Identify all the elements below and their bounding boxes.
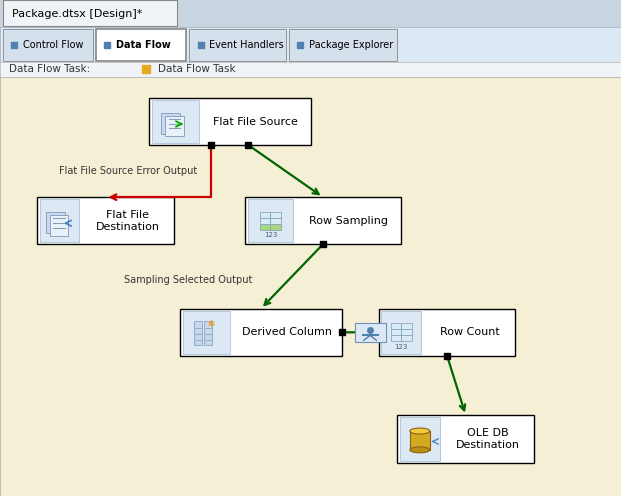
- FancyBboxPatch shape: [3, 29, 93, 61]
- FancyBboxPatch shape: [401, 335, 412, 341]
- Text: Data Flow Task:: Data Flow Task:: [9, 64, 91, 74]
- Text: OLE DB
Destination: OLE DB Destination: [456, 428, 520, 450]
- FancyBboxPatch shape: [149, 98, 310, 145]
- Text: Flat File Source Error Output: Flat File Source Error Output: [59, 166, 197, 176]
- FancyBboxPatch shape: [0, 62, 621, 77]
- Text: *: *: [207, 319, 215, 333]
- FancyBboxPatch shape: [96, 29, 186, 61]
- Text: Derived Column: Derived Column: [242, 327, 332, 337]
- FancyBboxPatch shape: [161, 113, 180, 134]
- FancyBboxPatch shape: [204, 321, 212, 345]
- FancyBboxPatch shape: [248, 199, 293, 242]
- FancyBboxPatch shape: [183, 310, 230, 354]
- FancyBboxPatch shape: [46, 212, 65, 233]
- Text: Data Flow: Data Flow: [116, 40, 171, 50]
- Text: Flat File Source: Flat File Source: [214, 117, 298, 126]
- FancyBboxPatch shape: [50, 215, 68, 236]
- FancyBboxPatch shape: [391, 329, 401, 335]
- Ellipse shape: [410, 447, 430, 453]
- Ellipse shape: [410, 428, 430, 434]
- FancyBboxPatch shape: [152, 100, 199, 143]
- FancyBboxPatch shape: [189, 29, 286, 61]
- Text: Event Handlers: Event Handlers: [209, 40, 284, 50]
- Text: Flat File
Destination: Flat File Destination: [96, 209, 160, 232]
- Text: Package.dtsx [Design]*: Package.dtsx [Design]*: [12, 8, 143, 19]
- FancyBboxPatch shape: [37, 197, 174, 244]
- FancyBboxPatch shape: [397, 416, 534, 462]
- FancyBboxPatch shape: [270, 224, 281, 230]
- Text: Package Explorer: Package Explorer: [309, 40, 393, 50]
- FancyBboxPatch shape: [194, 321, 202, 345]
- Text: 123: 123: [394, 344, 408, 350]
- FancyBboxPatch shape: [381, 310, 421, 354]
- FancyBboxPatch shape: [0, 77, 621, 496]
- FancyBboxPatch shape: [401, 329, 412, 335]
- FancyBboxPatch shape: [355, 323, 386, 342]
- FancyBboxPatch shape: [270, 212, 281, 218]
- FancyBboxPatch shape: [401, 323, 412, 329]
- FancyBboxPatch shape: [391, 323, 401, 329]
- FancyBboxPatch shape: [410, 431, 430, 450]
- FancyBboxPatch shape: [260, 218, 270, 224]
- FancyBboxPatch shape: [0, 27, 621, 62]
- FancyBboxPatch shape: [270, 218, 281, 224]
- FancyBboxPatch shape: [40, 199, 79, 242]
- FancyBboxPatch shape: [3, 0, 177, 26]
- FancyBboxPatch shape: [245, 197, 401, 244]
- FancyBboxPatch shape: [400, 418, 440, 460]
- Text: Row Count: Row Count: [440, 327, 499, 337]
- FancyBboxPatch shape: [0, 0, 621, 27]
- Text: 123: 123: [264, 232, 277, 238]
- Text: Row Sampling: Row Sampling: [309, 216, 388, 226]
- FancyBboxPatch shape: [289, 29, 397, 61]
- Text: Sampling Selected Output: Sampling Selected Output: [124, 275, 253, 285]
- FancyBboxPatch shape: [180, 309, 342, 356]
- FancyBboxPatch shape: [391, 335, 401, 341]
- FancyBboxPatch shape: [260, 224, 270, 230]
- FancyBboxPatch shape: [379, 309, 515, 356]
- Text: Data Flow Task: Data Flow Task: [158, 64, 236, 74]
- Text: Control Flow: Control Flow: [23, 40, 83, 50]
- FancyBboxPatch shape: [260, 212, 270, 218]
- FancyBboxPatch shape: [165, 116, 184, 136]
